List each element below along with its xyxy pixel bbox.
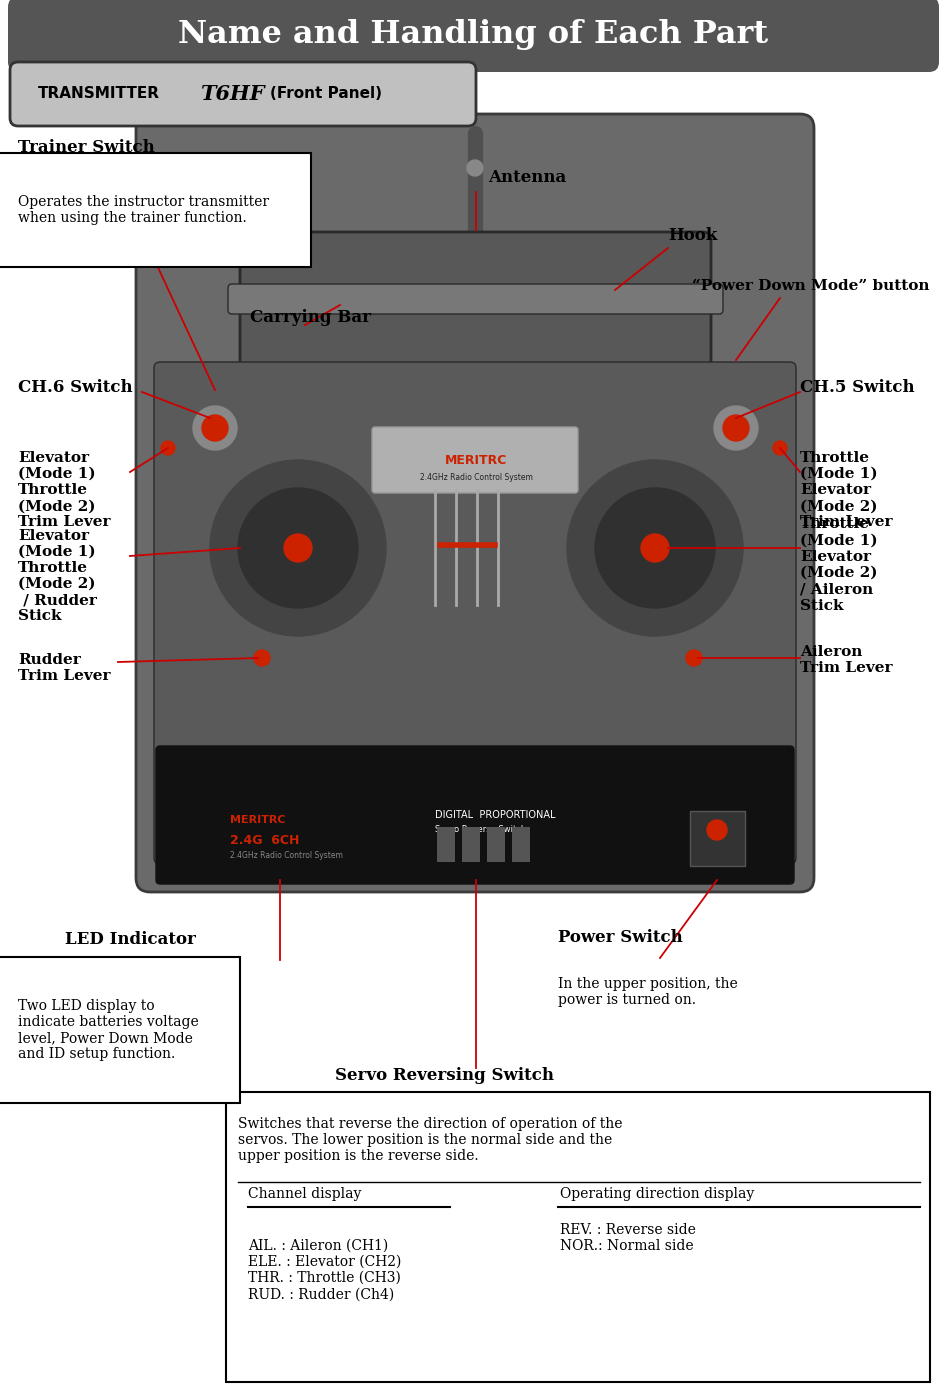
Circle shape <box>595 488 715 608</box>
Bar <box>512 827 530 861</box>
Bar <box>462 827 480 861</box>
Text: Switches that reverse the direction of operation of the
servos. The lower positi: Switches that reverse the direction of o… <box>238 1117 622 1163</box>
Text: 2.4GHz Radio Control System: 2.4GHz Radio Control System <box>420 474 532 482</box>
Circle shape <box>202 415 228 441</box>
FancyBboxPatch shape <box>8 0 939 72</box>
Text: Power Switch: Power Switch <box>558 930 683 947</box>
Circle shape <box>567 460 743 636</box>
Bar <box>487 827 505 861</box>
Text: Operates the instructor transmitter
when using the trainer function.: Operates the instructor transmitter when… <box>18 195 269 224</box>
Text: LED Indicator: LED Indicator <box>65 931 196 948</box>
Circle shape <box>707 820 727 841</box>
FancyBboxPatch shape <box>156 746 794 884</box>
Text: Operating direction display: Operating direction display <box>560 1188 754 1202</box>
Text: MERITRC: MERITRC <box>445 453 508 467</box>
FancyBboxPatch shape <box>136 114 814 892</box>
Text: Rudder
Trim Lever: Rudder Trim Lever <box>18 652 111 683</box>
Text: In the upper position, the
power is turned on.: In the upper position, the power is turn… <box>558 977 738 1006</box>
Text: (Front Panel): (Front Panel) <box>270 86 382 102</box>
Circle shape <box>467 160 483 176</box>
Circle shape <box>238 488 358 608</box>
Circle shape <box>723 415 749 441</box>
Circle shape <box>254 650 270 666</box>
Text: CH.6 Switch: CH.6 Switch <box>18 379 133 396</box>
Text: Two LED display to
indicate batteries voltage
level, Power Down Mode
and ID setu: Two LED display to indicate batteries vo… <box>18 998 199 1061</box>
Bar <box>690 811 745 866</box>
Text: DIGITAL  PROPORTIONAL: DIGITAL PROPORTIONAL <box>435 810 556 820</box>
Text: MERITRC: MERITRC <box>230 815 285 825</box>
Circle shape <box>284 534 312 562</box>
Text: Throttle
(Mode 1)
Elevator
(Mode 2)
/ Aileron
Stick: Throttle (Mode 1) Elevator (Mode 2) / Ai… <box>800 517 878 612</box>
Text: CH.5 Switch: CH.5 Switch <box>800 379 915 396</box>
Text: Servo Reversing Switch: Servo Reversing Switch <box>335 1068 554 1085</box>
FancyBboxPatch shape <box>228 284 723 314</box>
FancyBboxPatch shape <box>10 61 476 125</box>
Text: Carrying Bar: Carrying Bar <box>250 309 371 326</box>
Text: Antenna: Antenna <box>488 170 566 187</box>
FancyBboxPatch shape <box>226 1092 930 1381</box>
Text: Elevator
(Mode 1)
Throttle
(Mode 2)
 / Rudder
Stick: Elevator (Mode 1) Throttle (Mode 2) / Ru… <box>18 528 97 623</box>
Circle shape <box>773 441 787 454</box>
Text: REV. : Reverse side
NOR.: Normal side: REV. : Reverse side NOR.: Normal side <box>560 1223 696 1253</box>
Text: AIL. : Aileron (CH1)
ELE. : Elevator (CH2)
THR. : Throttle (CH3)
RUD. : Rudder (: AIL. : Aileron (CH1) ELE. : Elevator (CH… <box>248 1239 402 1302</box>
Circle shape <box>714 406 758 450</box>
FancyBboxPatch shape <box>240 231 711 383</box>
Text: Aileron
Trim Lever: Aileron Trim Lever <box>800 645 892 675</box>
Text: Trainer Switch: Trainer Switch <box>18 139 154 156</box>
FancyBboxPatch shape <box>372 427 578 493</box>
Text: 2.4GHz Radio Control System: 2.4GHz Radio Control System <box>230 852 343 860</box>
Circle shape <box>161 441 175 454</box>
Bar <box>437 827 455 861</box>
Text: Hook: Hook <box>668 226 718 244</box>
Text: T6HF: T6HF <box>200 84 264 105</box>
FancyBboxPatch shape <box>154 362 796 864</box>
Text: “Power Down Mode” button: “Power Down Mode” button <box>692 279 930 293</box>
Text: TRANSMITTER: TRANSMITTER <box>38 86 160 102</box>
Text: Elevator
(Mode 1)
Throttle
(Mode 2)
Trim Lever: Elevator (Mode 1) Throttle (Mode 2) Trim… <box>18 450 111 530</box>
Circle shape <box>641 534 669 562</box>
Text: Throttle
(Mode 1)
Elevator
(Mode 2)
Trim Lever: Throttle (Mode 1) Elevator (Mode 2) Trim… <box>800 450 892 530</box>
Text: Channel display: Channel display <box>248 1188 362 1202</box>
Text: 2.4G  6CH: 2.4G 6CH <box>230 834 299 846</box>
Circle shape <box>193 406 237 450</box>
Circle shape <box>686 650 702 666</box>
Text: Name and Handling of Each Part: Name and Handling of Each Part <box>178 20 769 50</box>
Circle shape <box>210 460 386 636</box>
Text: Servo Reverse Switch: Servo Reverse Switch <box>435 825 527 835</box>
